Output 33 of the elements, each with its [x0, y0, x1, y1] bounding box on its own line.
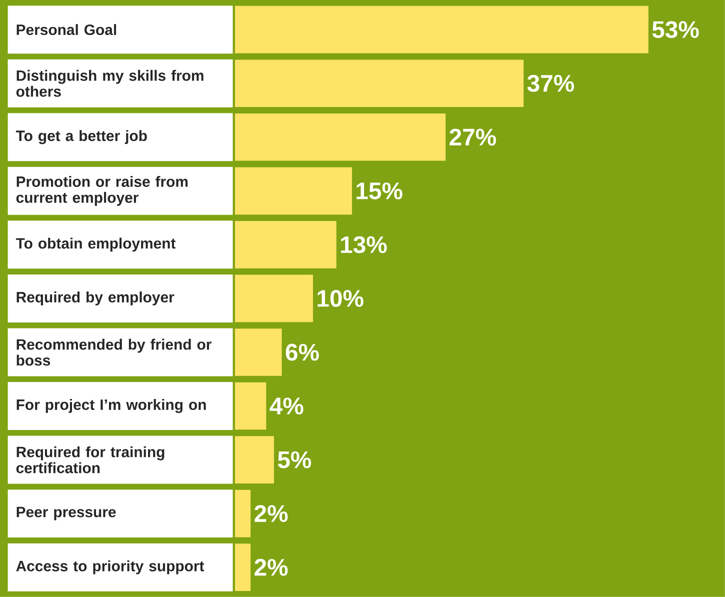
y-tick-label: For project I’m working on	[16, 399, 206, 414]
data-label: 27%	[450, 128, 496, 146]
data-label: 2%	[254, 558, 288, 576]
y-tick-label: To get a better job	[16, 130, 147, 144]
bar	[234, 221, 336, 268]
bar	[234, 328, 282, 376]
data-label: 53%	[652, 21, 699, 38]
data-label: 15%	[356, 182, 402, 200]
bar	[234, 544, 251, 592]
data-label: 13%	[341, 236, 387, 254]
bar	[234, 6, 648, 54]
y-tick-label: Access to priority support	[16, 560, 204, 574]
data-label: 5%	[278, 451, 312, 468]
bar	[234, 60, 524, 108]
bar	[234, 167, 352, 215]
bar	[234, 436, 274, 484]
y-tick-label: To obtain employment	[16, 238, 176, 252]
data-label: 2%	[254, 505, 288, 522]
y-tick-label: Personal Goal	[16, 24, 116, 36]
y-tick-label: Required for training certification	[16, 446, 164, 474]
data-label: 10%	[318, 290, 364, 307]
y-tick-label: Distinguish my skills from others	[16, 70, 204, 97]
y-tick-label: Promotion or raise from current employer	[16, 176, 188, 206]
y-tick-label: Recommended by friend or boss	[16, 338, 212, 366]
bar	[234, 382, 266, 430]
y-tick-label: Required by employer	[16, 292, 174, 306]
bar	[234, 114, 446, 161]
data-label: 37%	[527, 74, 574, 92]
bar	[234, 490, 251, 538]
data-label: 6%	[286, 344, 319, 361]
data-label: 4%	[270, 398, 304, 414]
bar	[234, 274, 313, 322]
y-tick-label: Peer pressure	[16, 506, 116, 520]
